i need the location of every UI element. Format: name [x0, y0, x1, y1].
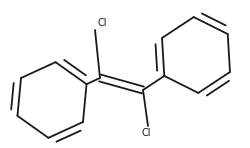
Text: Cl: Cl [97, 18, 106, 28]
Text: Cl: Cl [141, 128, 151, 138]
